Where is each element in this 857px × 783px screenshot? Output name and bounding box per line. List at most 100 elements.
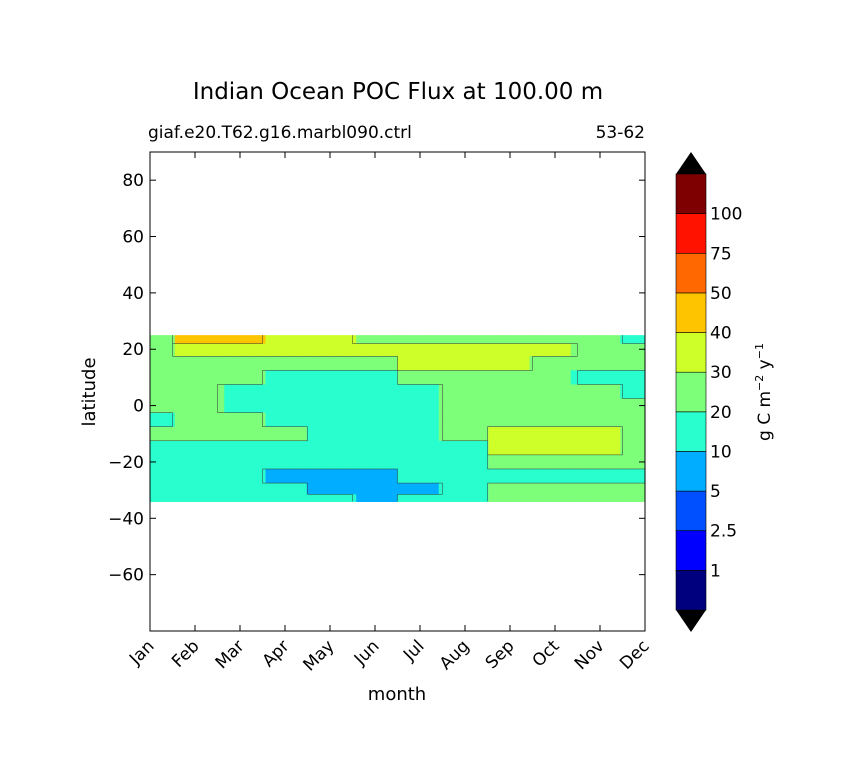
field-cell xyxy=(356,343,366,357)
field-cell xyxy=(191,370,201,386)
field-cell xyxy=(504,412,514,428)
field-cell xyxy=(430,454,440,470)
field-cell xyxy=(298,483,308,495)
field-cell xyxy=(372,384,382,400)
field-cell xyxy=(191,468,201,484)
field-cell xyxy=(422,384,432,400)
field-cell xyxy=(636,356,645,371)
field-cell xyxy=(587,412,597,428)
field-cell xyxy=(290,335,300,345)
field-cell xyxy=(372,356,382,371)
field-cell xyxy=(405,370,415,386)
field-cell xyxy=(207,494,217,502)
field-cell xyxy=(166,440,176,456)
field-cell xyxy=(620,343,630,357)
field-cell xyxy=(331,468,341,484)
field-cell xyxy=(183,468,192,484)
field-cell xyxy=(422,370,432,386)
field-cell xyxy=(603,426,613,442)
field-cell xyxy=(455,454,465,470)
field-cell xyxy=(282,384,291,400)
field-cell xyxy=(579,370,588,386)
field-cell xyxy=(298,468,308,484)
colorbar-tick-label: 100 xyxy=(710,205,742,225)
field-cell xyxy=(414,398,423,414)
field-cell xyxy=(249,426,258,442)
field-cell xyxy=(356,426,366,442)
field-cell xyxy=(183,483,192,495)
field-cell xyxy=(257,356,267,371)
field-cell xyxy=(364,412,374,428)
field-cell xyxy=(612,483,621,495)
field-cell xyxy=(356,412,366,428)
field-cell xyxy=(339,494,349,502)
field-cell xyxy=(315,440,324,456)
field-cell xyxy=(570,454,580,470)
field-cell xyxy=(191,335,201,345)
field-cell xyxy=(488,384,498,400)
field-cell xyxy=(537,440,547,456)
field-cell xyxy=(199,412,209,428)
field-cell xyxy=(612,343,621,357)
field-cell xyxy=(620,356,630,371)
field-cell xyxy=(306,412,316,428)
colorbar-tick-label: 2.5 xyxy=(710,522,737,542)
x-tick-label: Dec xyxy=(616,636,653,673)
field-cell xyxy=(587,426,597,442)
field-cell xyxy=(323,468,333,484)
field-cell xyxy=(537,454,547,470)
field-cell xyxy=(496,468,506,484)
field-cell xyxy=(150,343,159,357)
field-cell xyxy=(562,343,572,357)
field-cell xyxy=(315,335,324,345)
field-cell xyxy=(636,412,645,428)
field-cell xyxy=(389,494,399,502)
field-cell xyxy=(315,494,324,502)
field-cell xyxy=(199,356,209,371)
field-cell xyxy=(174,384,184,400)
field-cell xyxy=(570,483,580,495)
field-cell xyxy=(232,335,242,345)
colorbar-swatch xyxy=(675,292,707,333)
field-cell xyxy=(199,494,209,502)
field-cell xyxy=(513,412,522,428)
field-cell xyxy=(240,426,250,442)
field-cell xyxy=(562,440,572,456)
field-cell xyxy=(455,440,465,456)
y-axis-ticks: 80 60 40 20 0 −20 −40 −60 xyxy=(108,171,645,586)
field-cell xyxy=(224,412,234,428)
y-tick-label: −40 xyxy=(108,509,144,529)
field-cell xyxy=(562,335,572,345)
field-cell xyxy=(216,384,225,400)
field-cell xyxy=(480,426,489,442)
field-cell xyxy=(422,494,432,502)
field-cell xyxy=(356,356,366,371)
field-cell xyxy=(455,398,465,414)
plot-frame xyxy=(149,151,646,632)
field-cell xyxy=(298,440,308,456)
field-cell xyxy=(620,483,630,495)
field-cell xyxy=(331,398,341,414)
field-cell xyxy=(265,454,275,470)
field-cell xyxy=(537,343,547,357)
x-tick-label: Jan xyxy=(125,636,158,669)
field-cell xyxy=(471,440,481,456)
field-cell xyxy=(273,398,283,414)
field-cell xyxy=(603,335,613,345)
field-cell xyxy=(579,343,588,357)
field-cell xyxy=(521,483,531,495)
field-cell xyxy=(282,483,291,495)
field-cell xyxy=(232,494,242,502)
field-cell xyxy=(447,343,456,357)
field-cell xyxy=(257,335,267,345)
field-cell xyxy=(513,454,522,470)
field-cell xyxy=(158,494,168,502)
field-cell xyxy=(480,343,489,357)
field-cell xyxy=(612,468,621,484)
field-cell xyxy=(216,483,225,495)
field-cell xyxy=(191,356,201,371)
field-cell xyxy=(579,412,588,428)
field-cell xyxy=(463,440,473,456)
field-cell xyxy=(249,384,258,400)
field-cell xyxy=(521,384,531,400)
